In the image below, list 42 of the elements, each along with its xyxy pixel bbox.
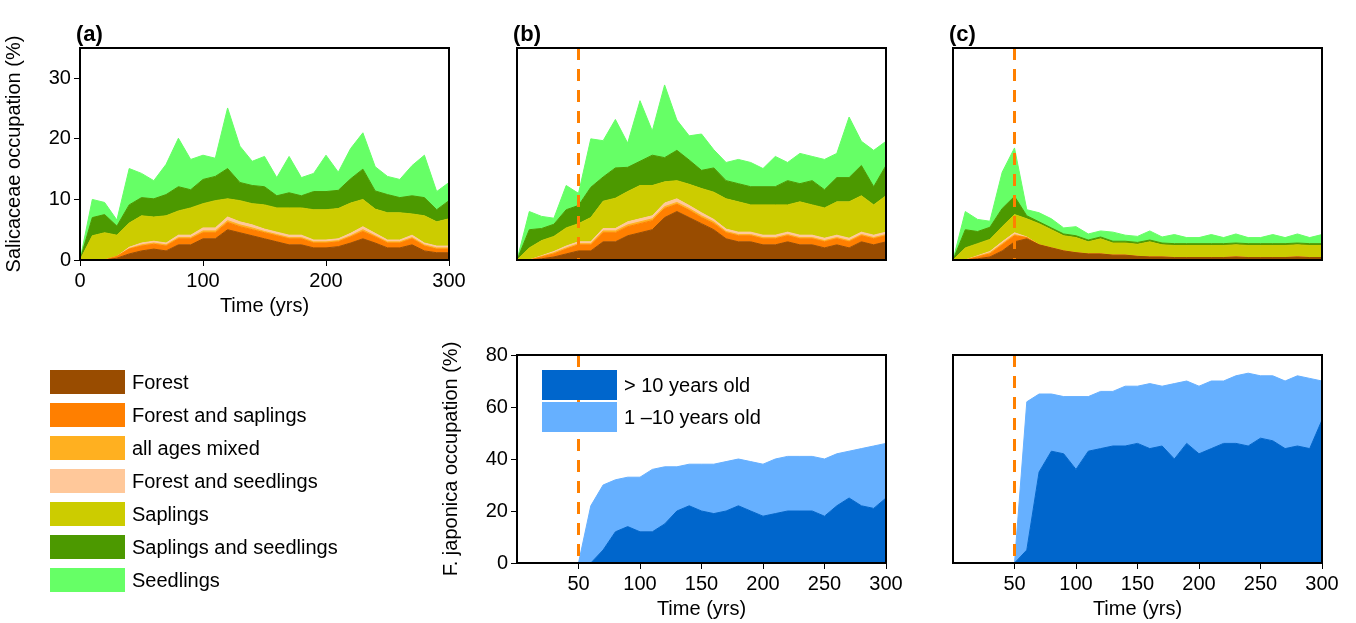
y-tick-label: 0: [59, 247, 71, 270]
y-axis-title: F. japonica occupation (%): [438, 341, 461, 577]
y-tick-label: 80: [485, 342, 508, 365]
x-tick-label: 50: [567, 571, 590, 594]
y-tick-label: 60: [485, 394, 508, 417]
x-tick-label: 200: [1182, 571, 1216, 594]
x-tick-label: 150: [1120, 571, 1155, 594]
chart-title: (a): [76, 21, 103, 47]
x-tick-label: 300: [1305, 571, 1339, 594]
y-tick-label: 10: [48, 186, 71, 209]
x-tick-label: 300: [869, 571, 903, 594]
legend-label: Saplings and seedlings: [132, 535, 338, 559]
legend-label: > 10 years old: [624, 373, 751, 397]
x-tick-label: 100: [186, 268, 220, 291]
y-tick-label: 20: [485, 498, 508, 521]
chart-title: (b): [513, 21, 542, 47]
legend-label: Saplings: [132, 502, 209, 526]
legend-label: Forest and seedlings: [132, 469, 318, 493]
x-tick-label: 300: [432, 268, 466, 291]
x-axis-title: Time (yrs): [219, 293, 310, 316]
x-tick-label: 100: [623, 571, 657, 594]
legend-label: 1 –10 years old: [624, 405, 761, 429]
x-tick-label: 200: [746, 571, 780, 594]
x-tick-label: 250: [1243, 571, 1278, 594]
x-axis-title: Time (yrs): [656, 596, 747, 619]
x-tick-label: 250: [807, 571, 842, 594]
y-tick-label: 40: [485, 446, 508, 469]
x-tick-label: 0: [74, 268, 86, 291]
y-tick-label: 30: [48, 65, 71, 88]
y-tick-label: 20: [48, 126, 71, 149]
x-tick-label: 100: [1059, 571, 1093, 594]
legend-label: Forest and saplings: [132, 403, 307, 427]
x-tick-label: 50: [1003, 571, 1026, 594]
x-axis-title: Time (yrs): [1092, 596, 1183, 619]
x-tick-label: 150: [684, 571, 719, 594]
y-axis-title: Salicaceae occupation (%): [1, 35, 24, 273]
y-tick-label: 0: [496, 550, 508, 573]
chart-title: (c): [949, 21, 976, 47]
legend-label: Forest: [132, 370, 189, 394]
legend-label: Seedlings: [132, 568, 220, 592]
x-tick-label: 200: [309, 268, 343, 291]
legend-label: all ages mixed: [132, 436, 260, 460]
